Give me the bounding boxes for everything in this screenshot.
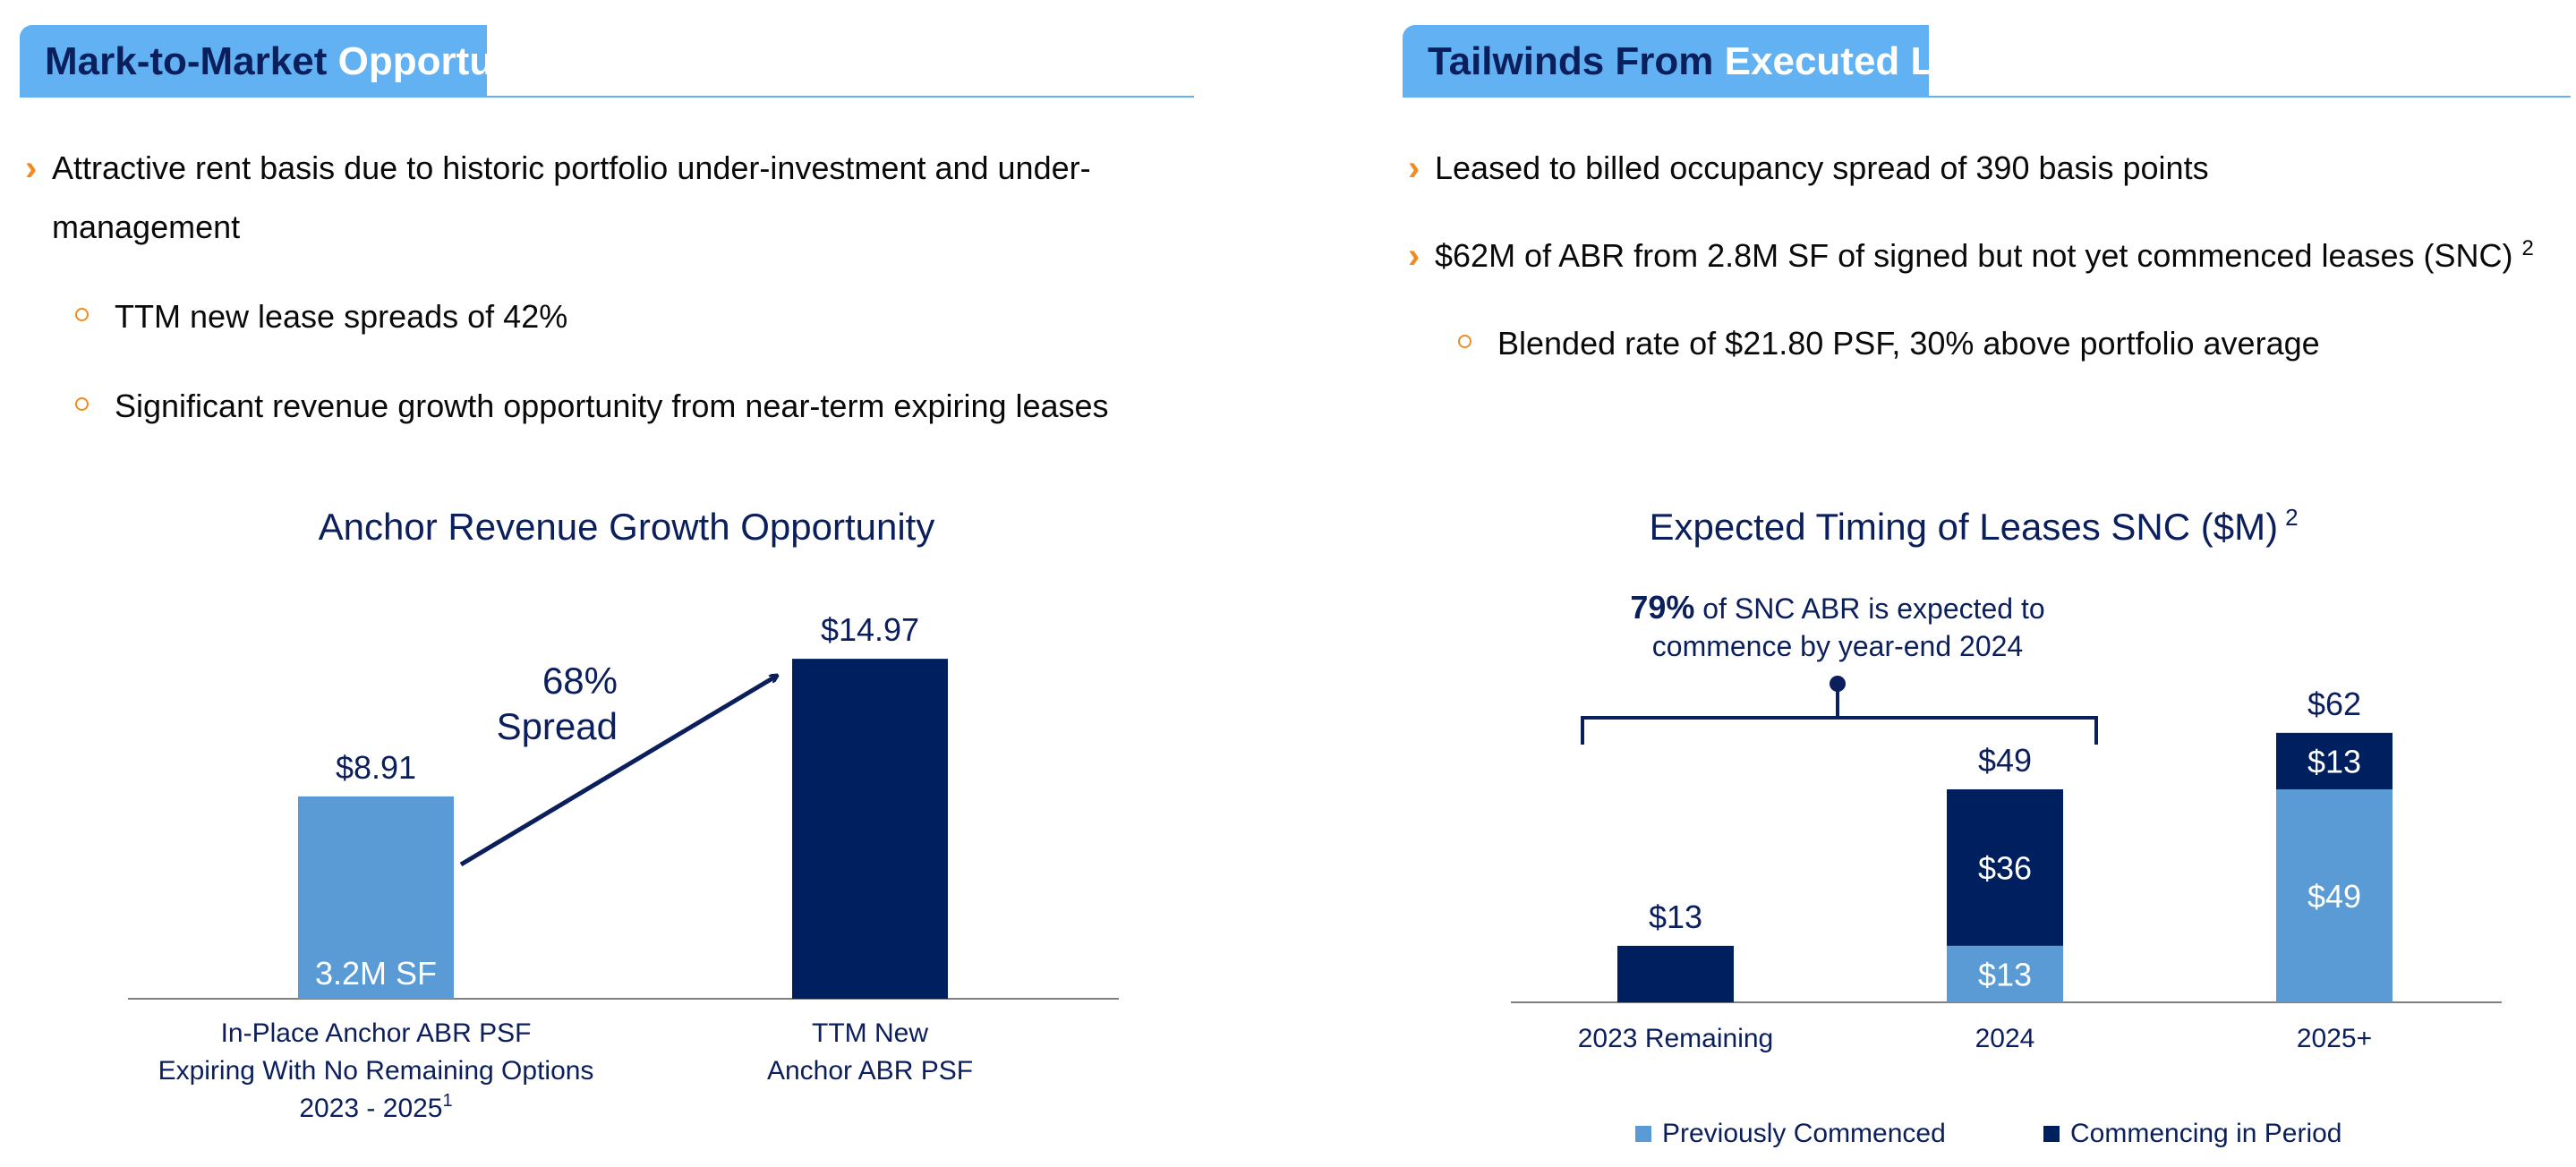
footnote-marker: 2 — [2521, 236, 2534, 260]
sub-bullet-text: Blended rate of $21.80 PSF, 30% above po… — [1497, 325, 2320, 362]
bar-value-label: $8.91 — [336, 749, 416, 786]
bar-segment — [1947, 945, 2063, 1002]
chart-title: Anchor Revenue Growth Opportunity — [319, 506, 935, 548]
bullet-item: › $62M of ABR from 2.8M SF of signed but… — [1408, 226, 2572, 285]
header-title-dark: Mark-to-Market — [45, 39, 338, 83]
circle-bullet-icon — [75, 308, 89, 321]
spread-annotation-label: Spread — [497, 705, 618, 747]
sub-bullet-text: TTM new lease spreads of 42% — [115, 298, 568, 335]
bar-total-label: $49 — [1978, 742, 2032, 779]
bar-inner-label: 3.2M SF — [315, 955, 437, 992]
callout-text-line-2: commence by year-end 2024 — [1652, 630, 2023, 662]
bullet-text: Leased to billed occupancy spread of 390… — [1435, 149, 2209, 186]
bullet-text: $62M of ABR from 2.8M SF of signed but n… — [1435, 237, 2513, 274]
bullet-item: › Attractive rent basis due to historic … — [25, 139, 1189, 257]
bar — [792, 659, 948, 999]
callout-percent: 79% — [1630, 589, 1694, 626]
x-tick-label: 2023 - 20251 — [299, 1091, 452, 1123]
x-tick-label: 2023 Remaining — [1578, 1024, 1773, 1053]
chevron-right-icon: › — [1408, 149, 1420, 188]
legend-label: Commencing in Period — [2070, 1119, 2341, 1148]
bar-segment — [2276, 732, 2393, 789]
bar — [298, 796, 454, 999]
bullet-list: › Attractive rent basis due to historic … — [25, 139, 1189, 436]
circle-bullet-icon — [1458, 335, 1471, 348]
header-title-light: Executed Leases — [1724, 39, 1929, 83]
callout-dot — [1830, 676, 1846, 692]
segment-value-label: $13 — [1978, 956, 2032, 992]
x-tick-label: Expiring With No Remaining Options — [158, 1056, 594, 1086]
right-panel: Tailwinds From Executed Leases › Leased … — [1383, 0, 2576, 1167]
section-header-tab: Mark-to-Market Opportunities — [20, 25, 487, 97]
callout-bracket — [1581, 716, 2098, 745]
sub-bullet-item: Significant revenue growth opportunity f… — [25, 377, 1189, 436]
footnote-marker: 1 — [443, 1091, 453, 1111]
segment-value-label: $13 — [2307, 743, 2361, 779]
legend-swatch — [1635, 1126, 1651, 1142]
bar-segment — [1947, 789, 2063, 946]
chart-title: Expected Timing of Leases SNC ($M) 2 — [1649, 504, 2298, 548]
callout-text-line-1: 79% of SNC ABR is expected to — [1630, 589, 2044, 626]
bar-segment — [1617, 945, 1734, 1002]
sub-bullet-item: TTM new lease spreads of 42% — [25, 287, 1189, 346]
header-rule — [1403, 96, 2571, 98]
callout-text: of SNC ABR is expected to — [1694, 592, 2044, 625]
section-header-tab: Tailwinds From Executed Leases — [1403, 25, 1929, 97]
spread-arrow — [459, 676, 777, 867]
bar-value-label: $14.97 — [821, 611, 919, 648]
circle-bullet-icon — [75, 397, 89, 411]
legend-label: Previously Commenced — [1662, 1119, 1946, 1148]
spread-annotation-value: 68% — [542, 660, 618, 702]
x-tick-label: 2024 — [1975, 1024, 2035, 1053]
snc-timing-chart: Expected Timing of Leases SNC ($M) 2 $13 20… — [1511, 504, 2502, 1148]
x-tick-label: Anchor ABR PSF — [767, 1056, 973, 1086]
header-title-light: Opportunities — [337, 39, 487, 83]
x-tick-label: TTM New — [812, 1018, 928, 1048]
segment-value-label: $49 — [2307, 878, 2361, 915]
bullet-text-line-2: management — [52, 209, 241, 245]
sub-bullet-text: Significant revenue growth opportunity f… — [115, 388, 1109, 424]
footnote-marker: 2 — [2285, 504, 2298, 531]
header-title-dark: Tailwinds From — [1428, 39, 1725, 83]
header-rule — [20, 96, 1194, 98]
bar-total-label: $62 — [2307, 686, 2361, 722]
x-tick-label: In-Place Anchor ABR PSF — [221, 1018, 532, 1048]
chevron-right-icon: › — [25, 149, 38, 188]
bullet-text-line-1: Attractive rent basis due to historic po… — [52, 149, 1091, 186]
segment-value-label: $36 — [1978, 849, 2032, 886]
anchor-revenue-chart: Anchor Revenue Growth Opportunity $8.91 3.… — [128, 506, 1119, 1123]
chevron-right-icon: › — [1408, 236, 1420, 276]
x-tick-label: 2025+ — [2297, 1024, 2372, 1053]
left-panel: Mark-to-Market Opportunities › Attractiv… — [0, 0, 1204, 1167]
legend-swatch — [2043, 1126, 2060, 1142]
bullet-list: › Leased to billed occupancy spread of 3… — [1408, 139, 2572, 373]
bar-segment — [2276, 789, 2393, 1002]
sub-bullet-item: Blended rate of $21.80 PSF, 30% above po… — [1408, 314, 2572, 373]
bar-total-label: $13 — [1649, 899, 1702, 935]
bullet-item: › Leased to billed occupancy spread of 3… — [1408, 139, 2572, 198]
